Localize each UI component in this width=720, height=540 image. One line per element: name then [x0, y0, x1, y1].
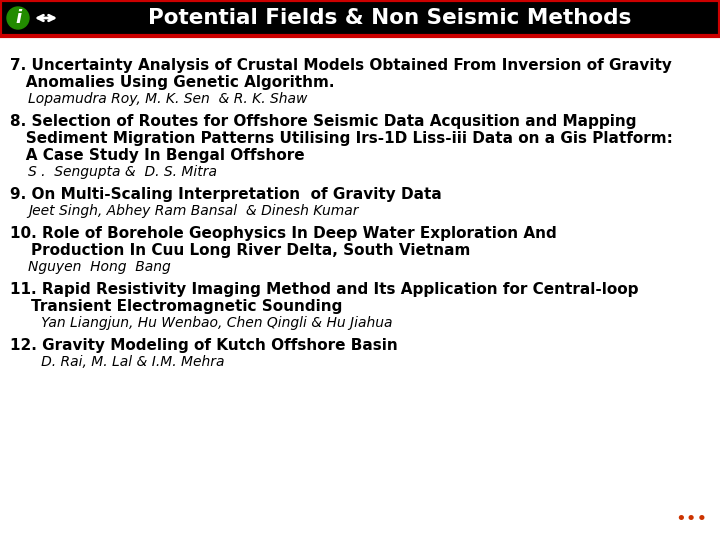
Text: Anomalies Using Genetic Algorithm.: Anomalies Using Genetic Algorithm. — [10, 75, 335, 90]
Text: 10. Role of Borehole Geophysics In Deep Water Exploration And: 10. Role of Borehole Geophysics In Deep … — [10, 226, 557, 241]
Bar — [0, 0, 720, 36]
Text: •••: ••• — [676, 510, 708, 528]
Text: 9. On Multi-Scaling Interpretation  of Gravity Data: 9. On Multi-Scaling Interpretation of Gr… — [10, 187, 442, 202]
Text: S .  Sengupta &  D. S. Mitra: S . Sengupta & D. S. Mitra — [28, 165, 217, 179]
Text: 11. Rapid Resistivity Imaging Method and Its Application for Central-loop: 11. Rapid Resistivity Imaging Method and… — [10, 282, 639, 297]
Text: Production In Cuu Long River Delta, South Vietnam: Production In Cuu Long River Delta, Sout… — [10, 243, 470, 258]
Text: 12. Gravity Modeling of Kutch Offshore Basin: 12. Gravity Modeling of Kutch Offshore B… — [10, 338, 397, 353]
Text: 7. Uncertainty Analysis of Crustal Models Obtained From Inversion of Gravity: 7. Uncertainty Analysis of Crustal Model… — [10, 58, 672, 73]
Bar — [0, 0, 720, 36]
Text: D. Rai, M. Lal & I.M. Mehra: D. Rai, M. Lal & I.M. Mehra — [28, 355, 225, 369]
Text: 8. Selection of Routes for Offshore Seismic Data Acqusition and Mapping: 8. Selection of Routes for Offshore Seis… — [10, 114, 636, 129]
Text: Lopamudra Roy, M. K. Sen  & R. K. Shaw: Lopamudra Roy, M. K. Sen & R. K. Shaw — [28, 92, 307, 106]
Text: Yan Liangjun, Hu Wenbao, Chen Qingli & Hu Jiahua: Yan Liangjun, Hu Wenbao, Chen Qingli & H… — [28, 316, 392, 330]
Text: Nguyen  Hong  Bang: Nguyen Hong Bang — [28, 260, 171, 274]
Text: i: i — [15, 9, 21, 27]
Text: A Case Study In Bengal Offshore: A Case Study In Bengal Offshore — [10, 148, 305, 163]
Text: Sediment Migration Patterns Utilising Irs-1D Liss-iii Data on a Gis Platform:: Sediment Migration Patterns Utilising Ir… — [10, 131, 673, 146]
Circle shape — [7, 7, 29, 29]
Text: Potential Fields & Non Seismic Methods: Potential Fields & Non Seismic Methods — [148, 8, 631, 28]
Text: Transient Electromagnetic Sounding: Transient Electromagnetic Sounding — [10, 299, 343, 314]
Text: Jeet Singh, Abhey Ram Bansal  & Dinesh Kumar: Jeet Singh, Abhey Ram Bansal & Dinesh Ku… — [28, 204, 359, 218]
